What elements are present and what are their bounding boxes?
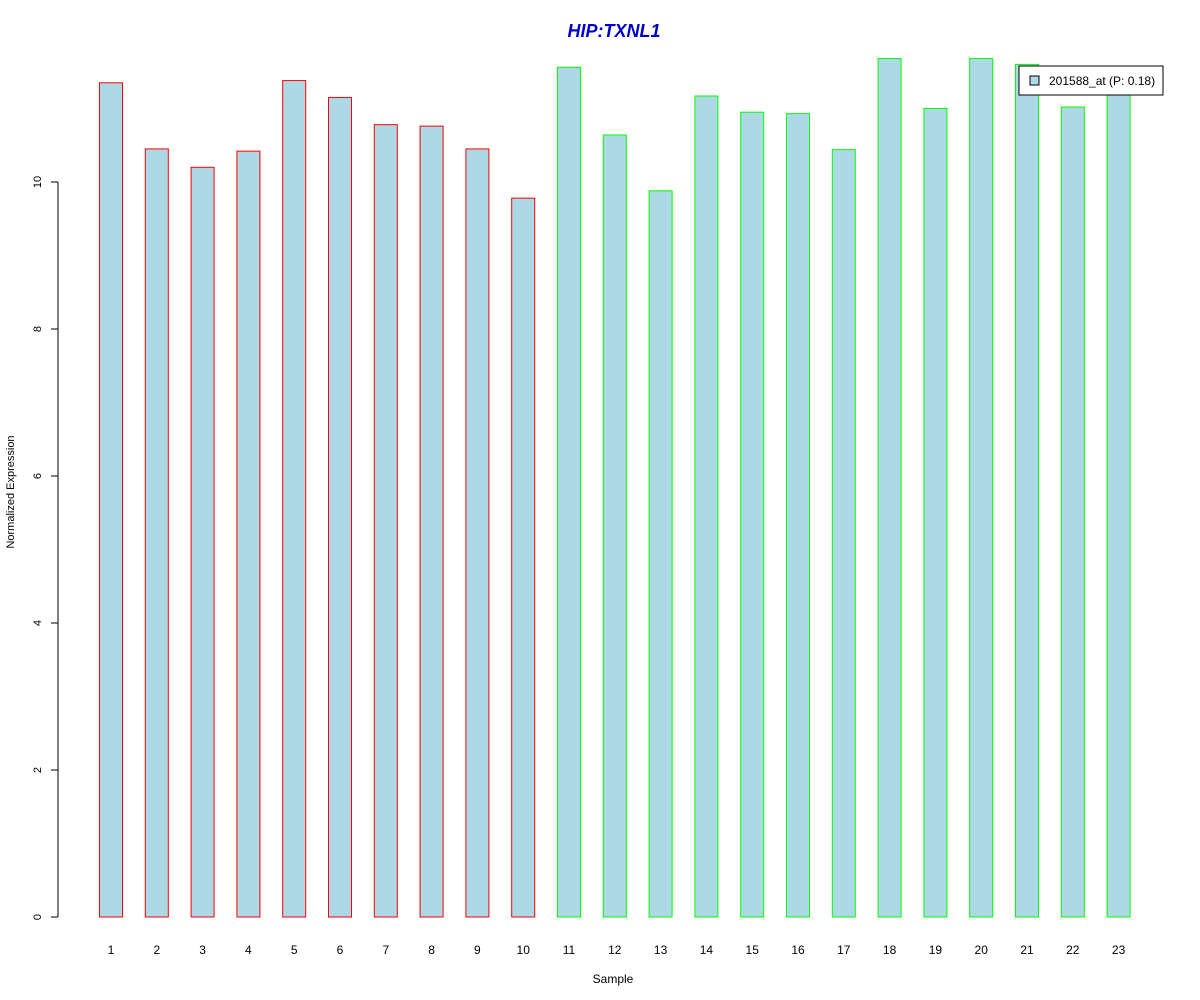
bar-sample-6 <box>328 96 352 918</box>
bar-sample-2 <box>144 148 169 918</box>
legend: 201588_at (P: 0.18) <box>1018 65 1164 96</box>
x-tick-label: 14 <box>700 943 714 957</box>
x-tick-label: 7 <box>382 943 389 957</box>
x-tick-label: 23 <box>1112 943 1126 957</box>
y-tick-label: 6 <box>32 473 44 479</box>
x-tick-label: 12 <box>608 943 622 957</box>
bar-sample-16 <box>786 113 810 918</box>
legend-label: 201588_at (P: 0.18) <box>1049 74 1155 88</box>
bar-sample-17 <box>831 149 856 918</box>
bar-sample-4 <box>236 150 261 918</box>
bar-sample-19 <box>923 108 948 918</box>
x-tick-label: 9 <box>474 943 481 957</box>
bar-sample-12 <box>602 134 627 918</box>
bar-sample-10 <box>511 197 536 918</box>
x-tick-label: 15 <box>746 943 760 957</box>
x-tick-label: 6 <box>337 943 344 957</box>
x-tick-label: 5 <box>291 943 298 957</box>
bar-sample-23 <box>1106 89 1131 918</box>
x-tick-label: 17 <box>837 943 851 957</box>
x-tick-label: 13 <box>654 943 668 957</box>
x-tick-label: 20 <box>975 943 989 957</box>
bar-sample-5 <box>282 80 307 918</box>
bars <box>99 58 1131 918</box>
x-tick-label: 4 <box>245 943 252 957</box>
bar-sample-15 <box>740 111 765 918</box>
x-tick-label: 8 <box>428 943 435 957</box>
x-tick-label: 18 <box>883 943 897 957</box>
bar-sample-20 <box>969 58 994 918</box>
bar-sample-9 <box>465 148 490 918</box>
x-tick-label: 1 <box>108 943 115 957</box>
bar-sample-7 <box>373 124 398 918</box>
bar-sample-3 <box>190 166 215 918</box>
y-tick-label: 2 <box>32 767 44 773</box>
x-tick-label: 11 <box>563 943 576 957</box>
x-ticks: 1 2 3 4 5 6 7 8 9 10 11 12 13 14 15 16 17 18 19 20 21 22 23 <box>108 943 1126 957</box>
x-tick-label: 2 <box>153 943 160 957</box>
chart-title: HIP:TXNL1 <box>567 21 660 41</box>
legend-box <box>1018 65 1164 96</box>
y-tick-label: 0 <box>32 914 44 920</box>
bar-sample-21 <box>1015 63 1039 918</box>
y-tick-label: 8 <box>32 326 44 332</box>
bar-sample-18 <box>877 58 902 918</box>
bar-sample-13 <box>648 190 673 918</box>
x-tick-label: 3 <box>199 943 206 957</box>
x-tick-label: 19 <box>929 943 943 957</box>
y-ticks: 0 2 4 6 8 10 <box>32 176 58 920</box>
y-tick-label: 10 <box>32 176 44 188</box>
y-axis-label: Normalized Expression <box>5 435 17 548</box>
x-axis-label: Sample <box>593 972 634 986</box>
bar-sample-14 <box>694 95 719 918</box>
x-tick-label: 16 <box>791 943 805 957</box>
bar-sample-22 <box>1060 106 1085 918</box>
legend-swatch <box>1029 75 1040 86</box>
bar-sample-11 <box>557 66 581 918</box>
x-tick-label: 21 <box>1020 943 1034 957</box>
bar-sample-8 <box>419 125 444 918</box>
bar-sample-1 <box>99 82 123 918</box>
y-tick-label: 4 <box>32 620 44 626</box>
x-tick-label: 22 <box>1066 943 1080 957</box>
x-tick-label: 10 <box>517 943 531 957</box>
